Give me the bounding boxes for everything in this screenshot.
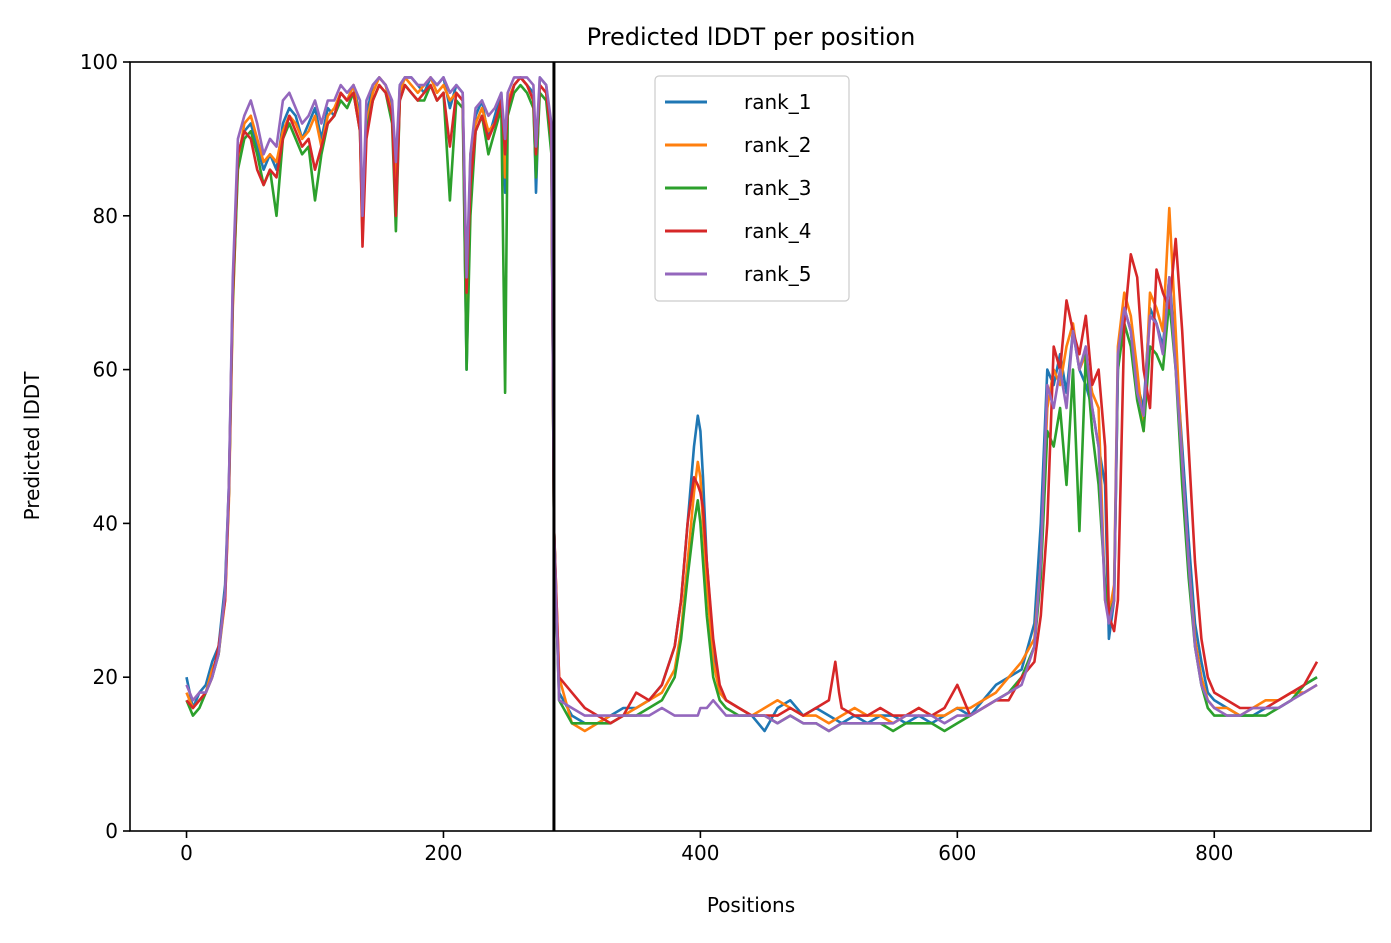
x-tick-label-0: 0: [180, 841, 193, 865]
series-line-rank_5: [185, 76, 1318, 733]
legend: rank_1 rank_2 rank_3 rank_4 rank_5: [654, 75, 850, 302]
chart-title: Predicted lDDT per position: [587, 23, 916, 51]
x-axis-label: Positions: [707, 893, 795, 917]
series-layer: [185, 76, 1319, 733]
y-tick-label-2: 40: [93, 511, 118, 535]
y-axis-label: Predicted lDDT: [20, 371, 44, 521]
x-tick-label-3: 600: [938, 841, 976, 865]
plot-frame: [129, 61, 1372, 832]
legend-label-rank_2: rank_2: [744, 133, 811, 157]
series-line-rank_4: [185, 76, 1319, 725]
x-tick-label-2: 400: [681, 841, 719, 865]
legend-box: [654, 75, 850, 302]
legend-label-rank_3: rank_3: [744, 176, 811, 200]
y-tick-label-4: 80: [93, 204, 118, 228]
x-tick-label-4: 800: [1195, 841, 1233, 865]
y-tick-label-0: 0: [105, 819, 118, 843]
legend-label-rank_5: rank_5: [744, 262, 811, 286]
y-tick-label-5: 100: [80, 50, 118, 74]
x-tick-label-1: 200: [424, 841, 462, 865]
y-tick-label-1: 20: [93, 665, 118, 689]
axis-ticks: 0 200 400 600 800 0 20 40 60 80 100: [80, 50, 1234, 865]
legend-label-rank_4: rank_4: [744, 219, 811, 243]
y-tick-label-3: 60: [93, 358, 118, 382]
legend-label-rank_1: rank_1: [744, 90, 811, 114]
